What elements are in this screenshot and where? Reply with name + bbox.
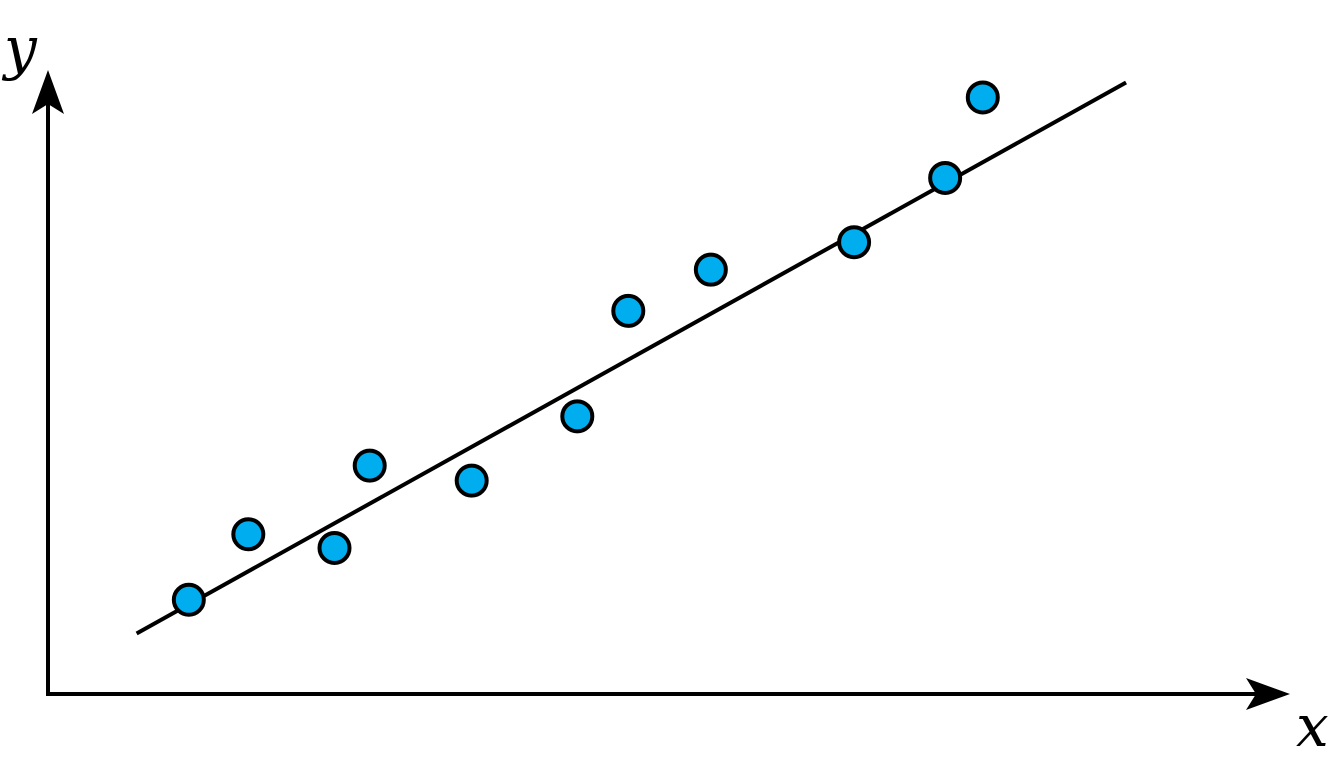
x-axis-label: x xyxy=(1296,692,1329,760)
data-point-4 xyxy=(352,448,387,483)
data-point-11 xyxy=(965,80,1000,115)
y-axis-label: y xyxy=(1,14,38,82)
data-point-3 xyxy=(317,530,352,565)
data-point-7 xyxy=(611,293,646,328)
y-axis-arrowhead xyxy=(32,70,64,114)
trend-line xyxy=(135,80,1128,636)
data-point-2 xyxy=(231,517,266,552)
data-point-8 xyxy=(693,252,728,287)
data-points xyxy=(171,80,1000,617)
data-point-6 xyxy=(560,399,595,434)
data-point-1 xyxy=(171,582,206,617)
data-point-10 xyxy=(928,160,963,195)
data-point-5 xyxy=(454,463,489,498)
x-axis-arrowhead xyxy=(1246,678,1290,710)
data-point-9 xyxy=(837,225,872,260)
